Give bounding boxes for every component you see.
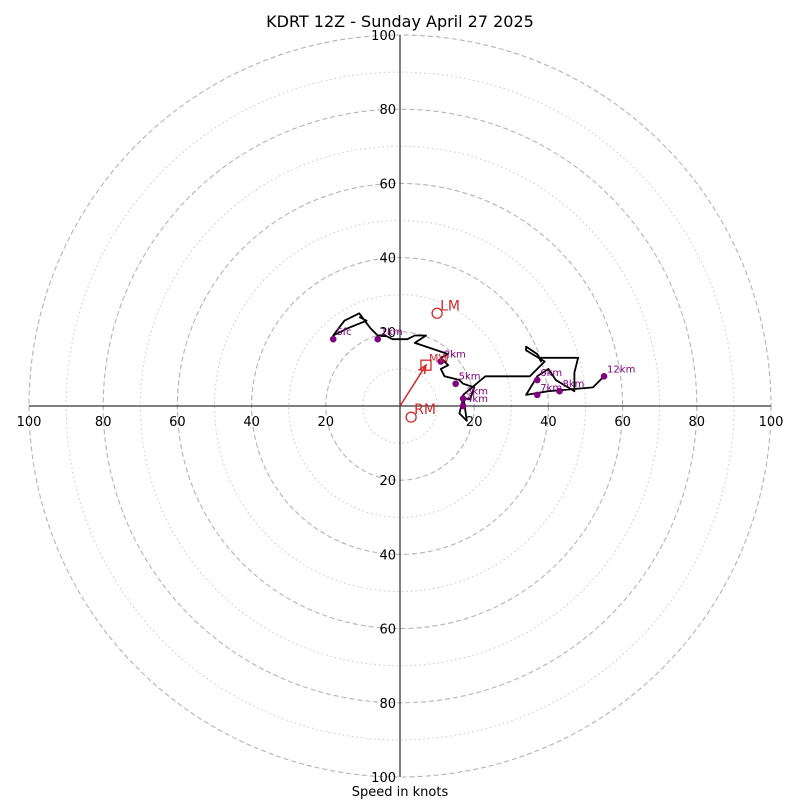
tick-label-down: 60 — [379, 623, 396, 638]
tick-labels: 20 20 20 20 40 40 40 40 60 60 60 60 80 80 80 80 100 100 10… — [17, 29, 784, 786]
tick-label-left: 100 — [17, 415, 42, 430]
x-axis-label: Speed in knots — [352, 785, 449, 800]
storm-motion-marker — [405, 411, 417, 423]
storm-motion-markers: LM RM MW — [399, 298, 460, 423]
height-marker-dot — [600, 373, 608, 380]
hodograph-trace — [332, 312, 605, 422]
height-marker-dot — [533, 376, 541, 384]
height-marker-dot — [533, 391, 541, 399]
height-marker-label: 4km — [466, 394, 488, 405]
tick-label-down: 100 — [371, 771, 396, 786]
mean-wind-arrow — [399, 364, 427, 407]
height-marker-label: 2km — [444, 349, 466, 360]
height-marker-dot — [459, 402, 467, 410]
height-marker-label: 8km — [563, 379, 585, 390]
height-marker-label: 1km — [381, 327, 403, 338]
tick-label-left: 60 — [169, 415, 186, 430]
mean-wind-marker — [420, 359, 432, 371]
tick-label-up: 80 — [379, 103, 396, 118]
storm-motion-label: RM — [414, 402, 436, 418]
height-marker-dot — [452, 380, 459, 388]
tick-label-left: 80 — [95, 415, 112, 430]
hodograph-line — [332, 312, 605, 422]
tick-label-up: 60 — [379, 177, 396, 192]
tick-label-down: 20 — [379, 474, 396, 489]
tick-label-right: 60 — [614, 415, 631, 430]
storm-motion-label: MW — [429, 352, 449, 365]
height-marker-label: 7km — [540, 383, 562, 394]
tick-label-down: 80 — [379, 697, 396, 712]
tick-label-right: 40 — [540, 415, 557, 430]
tick-label-up: 20 — [379, 326, 396, 341]
height-marker-dot — [329, 335, 337, 343]
tick-label-up: 40 — [379, 252, 396, 267]
storm-motion-marker — [431, 307, 443, 319]
tick-label-down: 40 — [379, 548, 396, 563]
storm-motion-label: LM — [440, 298, 460, 314]
height-marker-dot — [374, 335, 382, 343]
height-marker-dot — [459, 395, 467, 402]
height-marker-label: 6km — [540, 368, 562, 379]
height-marker-dot — [437, 358, 445, 365]
tick-label-up: 100 — [371, 29, 396, 44]
height-marker-label: 3km — [466, 387, 488, 398]
height-marker-label: 12km — [607, 364, 635, 375]
height-marker-label: 5km — [459, 372, 481, 383]
height-marker-label: Sfc — [336, 327, 351, 338]
chart-title: KDRT 12Z - Sunday April 27 2025 — [266, 12, 534, 31]
height-marker-dot — [556, 387, 563, 395]
tick-label-right: 100 — [759, 415, 784, 430]
tick-label-left: 40 — [243, 415, 260, 430]
tick-label-right: 20 — [466, 415, 483, 430]
tick-label-right: 80 — [689, 415, 706, 430]
tick-label-left: 20 — [318, 415, 335, 430]
